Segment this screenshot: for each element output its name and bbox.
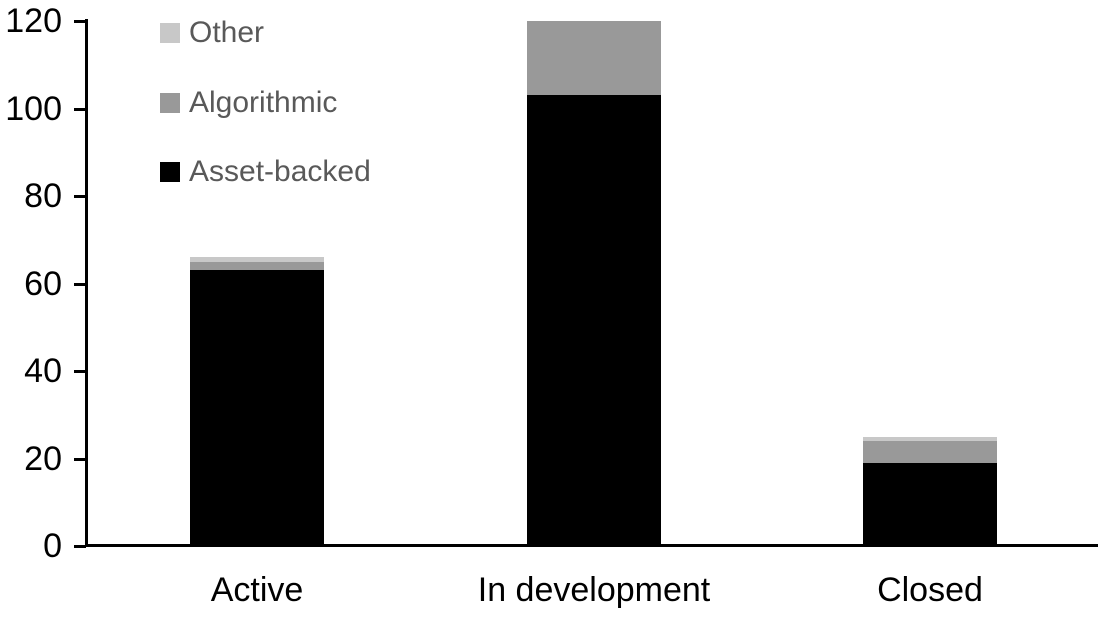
y-tick-mark	[74, 20, 86, 23]
legend-swatch-icon	[160, 93, 180, 113]
x-category-label: In development	[477, 571, 711, 609]
y-tick-label: 0	[43, 527, 62, 565]
y-tick-mark	[74, 282, 86, 286]
legend-label: Algorithmic	[189, 86, 338, 119]
bar-closed-segment-other	[863, 436, 997, 441]
y-tick-mark	[74, 370, 86, 373]
legend-item-asset-backed: Asset-backed	[160, 152, 371, 192]
y-tick-label: 80	[24, 177, 62, 215]
bar-in-development-segment-algorithmic	[527, 21, 661, 96]
legend-item-other: Other	[160, 13, 264, 53]
y-tick-label: 120	[5, 2, 62, 40]
legend-swatch-icon	[160, 23, 180, 43]
y-tick-label: 20	[24, 439, 62, 478]
y-tick-label: 100	[5, 89, 62, 128]
legend-swatch-icon	[160, 162, 180, 182]
y-axis-line	[85, 19, 88, 547]
legend-label: Asset-backed	[189, 155, 371, 188]
bar-closed-segment-asset-backed	[863, 462, 997, 546]
y-tick-mark	[74, 457, 86, 461]
x-category-label: Closed	[877, 571, 983, 609]
y-tick-label: 40	[24, 352, 62, 390]
y-tick-mark	[74, 195, 86, 198]
legend-item-algorithmic: Algorithmic	[160, 83, 337, 123]
y-tick-mark	[74, 545, 86, 548]
y-tick-label: 60	[24, 264, 62, 303]
bar-in-development-segment-asset-backed	[527, 95, 661, 546]
bar-active-segment-other	[190, 257, 324, 262]
bar-active-segment-algorithmic	[190, 261, 324, 271]
legend-label: Other	[189, 16, 265, 49]
x-category-label: Active	[210, 571, 304, 609]
bar-active-segment-asset-backed	[190, 270, 324, 546]
bar-closed-segment-algorithmic	[863, 441, 997, 463]
y-tick-mark	[74, 107, 86, 111]
